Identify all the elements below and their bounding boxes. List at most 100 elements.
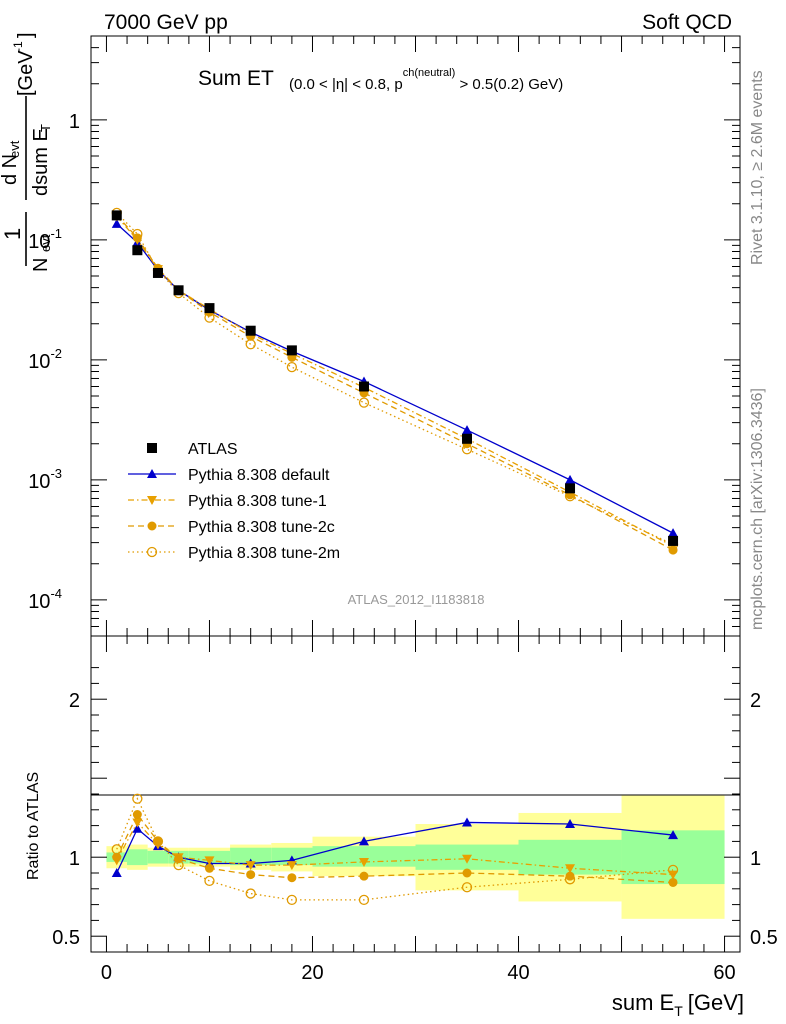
- ratio-series-point: [462, 817, 473, 827]
- atlas-data: [111, 210, 679, 546]
- main-series-line: [116, 212, 674, 545]
- analysis-watermark: ATLAS_2012_I1183818: [348, 592, 485, 607]
- legend-entry: Pythia 8.308 tune-2c: [128, 519, 335, 536]
- main-series-point: [462, 425, 473, 435]
- atlas-data-point: [565, 483, 576, 494]
- main-series-point: [461, 444, 473, 455]
- atlas-data-point: [111, 210, 122, 221]
- main-series-point: [358, 397, 370, 408]
- atlas-data-point: [286, 345, 297, 356]
- ratio-series-point: [112, 852, 122, 862]
- ratio-series-point: [286, 861, 297, 871]
- ratio-series-point: [152, 836, 164, 847]
- atlas-data-point: [152, 267, 163, 278]
- main-series-point: [668, 528, 679, 538]
- ratio-series-line: [116, 821, 674, 876]
- ratio-series-point: [245, 888, 256, 899]
- main-series-point: [565, 474, 576, 484]
- legend-marker: [147, 521, 157, 531]
- ratio-series-point: [173, 859, 184, 871]
- ratio-series-point: [359, 871, 369, 881]
- main-y-tick-label: 10-1: [28, 226, 62, 253]
- ratio-stat-band: [230, 847, 272, 866]
- main-series-point: [111, 218, 122, 228]
- ratio-series-point: [462, 868, 472, 878]
- legend: ATLAS Pythia 8.308 default Pythia 8.308 tu…: [128, 441, 340, 562]
- ratio-series-point: [668, 877, 678, 887]
- ratio-series-4: [111, 793, 679, 906]
- ratio-series-point: [286, 894, 298, 906]
- atlas-data-point: [204, 303, 215, 314]
- atlas-data-point: [132, 245, 143, 256]
- legend-entry: Pythia 8.308 tune-2m: [128, 545, 340, 562]
- ratio-uncertainty-bands: [106, 795, 725, 919]
- x-tick-label: 20: [301, 962, 323, 984]
- ratio-series-point: [358, 836, 369, 846]
- svg-text:dsum E: dsum E: [30, 128, 52, 196]
- rivet-label: Rivet 3.1.10, ≥ 2.6M events: [749, 70, 766, 265]
- ratio-y-tick-label-right: 0.5: [750, 927, 778, 949]
- svg-text:evt: evt: [38, 234, 53, 252]
- ratio-series-point: [287, 873, 297, 883]
- ratio-series-point: [565, 871, 575, 881]
- main-ticks: 1 10-1 10-2 10-3 10-4: [28, 35, 740, 637]
- ratio-y-tick-label-right: 2: [750, 690, 761, 712]
- ratio-series-layer: [111, 793, 679, 906]
- ratio-series-point: [204, 863, 214, 873]
- mcplots-label: mcplots.cern.ch [arXiv:1306.3436]: [749, 388, 766, 630]
- x-tick-label: 60: [713, 962, 735, 984]
- ratio-y-tick-label-right: 1: [750, 848, 761, 870]
- ratio-series-point: [667, 864, 679, 875]
- x-axis-label: sum ET [GeV]: [612, 990, 744, 1019]
- svg-text:N: N: [30, 258, 52, 272]
- ratio-series-point: [565, 864, 576, 874]
- main-y-tick-label: 10-2: [28, 346, 62, 373]
- ratio-y-tick-label: 2: [69, 690, 80, 712]
- legend-entry: Pythia 8.308 tune-1: [128, 493, 327, 510]
- ratio-series-point: [462, 854, 473, 864]
- atlas-data-point: [245, 325, 256, 336]
- ratio-series-point: [565, 819, 576, 829]
- svg-text:[GeV: [GeV: [15, 50, 37, 96]
- legend-label: Pythia 8.308 tune-2m: [188, 545, 340, 562]
- svg-text:1: 1: [0, 228, 25, 240]
- ratio-series-line: [116, 797, 674, 901]
- ratio-series-point: [668, 830, 679, 840]
- atlas-data-point: [668, 535, 679, 546]
- ratio-series-point: [358, 857, 369, 867]
- legend-marker: [147, 469, 157, 478]
- ratio-series-point: [204, 856, 215, 866]
- ratio-stat-band: [312, 846, 416, 867]
- ratio-y-axis-label: Ratio to ATLAS: [25, 772, 42, 880]
- svg-text:evt: evt: [7, 140, 22, 158]
- ratio-series-point: [111, 868, 122, 877]
- main-y-tick-label: 10-4: [28, 586, 62, 613]
- ratio-series-point: [461, 882, 473, 893]
- main-series-point: [132, 228, 143, 240]
- main-y-tick-label: 10-3: [28, 466, 62, 493]
- main-series-line: [116, 223, 674, 534]
- ratio-series-point: [245, 861, 256, 871]
- main-series-point: [286, 361, 298, 373]
- svg-text:-1: -1: [11, 41, 25, 52]
- ratio-series-point: [132, 810, 142, 820]
- ratio-series-point: [132, 823, 143, 833]
- legend-entry: ATLAS: [147, 441, 238, 458]
- category-label: Soft QCD: [642, 11, 732, 34]
- atlas-data-point: [358, 381, 369, 392]
- svg-text:d N: d N: [0, 154, 21, 185]
- plot-subtitle: (0.0 < |η| < 0.8, pch(neutral) > 0.5(0.2…: [289, 67, 563, 93]
- ratio-stat-band: [147, 850, 169, 864]
- ratio-series-point: [358, 894, 370, 906]
- main-series-point: [204, 312, 215, 323]
- x-tick-label: 40: [507, 962, 529, 984]
- ratio-series-point: [111, 844, 122, 855]
- ratio-series-point: [668, 870, 679, 880]
- ratio-stat-band: [127, 849, 148, 866]
- legend-label: ATLAS: [188, 441, 238, 458]
- atlas-data-point: [462, 433, 473, 444]
- ratio-y-tick-label: 0.5: [52, 927, 80, 949]
- x-tick-label: 0: [101, 962, 112, 984]
- plot-title: Sum ET: [198, 67, 274, 90]
